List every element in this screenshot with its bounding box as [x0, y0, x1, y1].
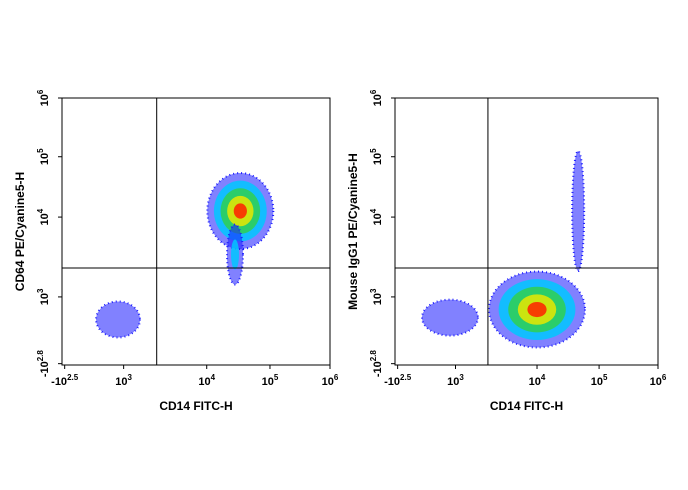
tick-base: 10 — [650, 376, 662, 388]
tick-base: -10 — [372, 361, 384, 377]
y-axis-label: CD64 PE/Cyanine5-H — [13, 172, 27, 291]
tick-base: 10 — [198, 376, 210, 388]
plot-frame — [394, 97, 659, 366]
density-level — [233, 203, 247, 219]
tick-base: -10 — [384, 376, 400, 388]
tick-exponent: 3 — [369, 288, 378, 293]
tick-base: -10 — [39, 361, 51, 377]
tick-label: 105 — [262, 373, 279, 388]
tick-exponent: 5 — [603, 373, 608, 382]
tick-exponent: 5 — [274, 373, 279, 382]
tick-base: 10 — [39, 293, 51, 305]
tick-label: 104 — [36, 208, 51, 225]
tick-label: 104 — [529, 373, 546, 388]
tick-base: -10 — [51, 376, 67, 388]
tick-base: 10 — [529, 376, 541, 388]
tick-label: -102.5 — [384, 373, 412, 388]
tick-label: 106 — [36, 89, 51, 106]
tick-label: 103 — [369, 288, 384, 305]
tick-label: 103 — [36, 288, 51, 305]
tick-label: 106 — [322, 373, 339, 388]
tick-label: 105 — [369, 148, 384, 165]
plot-frame — [61, 97, 331, 366]
tick-exponent: 6 — [369, 89, 378, 94]
tick-label: -102.5 — [51, 373, 79, 388]
tick-exponent: 2.5 — [67, 373, 79, 382]
tick-exponent: 6 — [662, 373, 667, 382]
density-level — [231, 239, 240, 270]
tick-base: 10 — [39, 213, 51, 225]
tick-label: -102.8 — [369, 350, 384, 378]
tick-exponent: 2.5 — [400, 373, 412, 382]
density-level — [95, 300, 142, 339]
density-level — [571, 150, 586, 273]
tick-label: 106 — [650, 373, 667, 388]
tick-base: 10 — [372, 293, 384, 305]
tick-exponent: 3 — [459, 373, 464, 382]
tick-base: 10 — [262, 376, 274, 388]
density-level — [527, 301, 547, 318]
tick-exponent: 4 — [211, 373, 216, 382]
tick-label: 106 — [369, 89, 384, 106]
tick-label: 105 — [591, 373, 608, 388]
tick-exponent: 6 — [334, 373, 339, 382]
tick-exponent: 3 — [36, 288, 45, 293]
tick-exponent: 5 — [369, 148, 378, 153]
tick-exponent: 5 — [36, 148, 45, 153]
tick-base: 10 — [372, 213, 384, 225]
tick-base: 10 — [39, 94, 51, 106]
tick-base: 10 — [322, 376, 334, 388]
x-axis-label: CD14 FITC-H — [159, 399, 232, 413]
tick-exponent: 4 — [369, 208, 378, 213]
tick-base: 10 — [447, 376, 459, 388]
tick-exponent: 3 — [128, 373, 133, 382]
tick-label: 103 — [447, 373, 464, 388]
tick-exponent: 4 — [36, 208, 45, 213]
tick-label: -102.8 — [36, 350, 51, 378]
tick-exponent: 6 — [36, 89, 45, 94]
tick-base: 10 — [372, 94, 384, 106]
tick-label: 104 — [198, 373, 215, 388]
tick-label: 104 — [369, 208, 384, 225]
tick-base: 10 — [591, 376, 603, 388]
tick-exponent: 2.8 — [36, 350, 45, 362]
tick-base: 10 — [372, 153, 384, 165]
tick-base: 10 — [39, 153, 51, 165]
tick-label: 105 — [36, 148, 51, 165]
tick-exponent: 4 — [541, 373, 546, 382]
tick-label: 103 — [115, 373, 132, 388]
tick-base: 10 — [115, 376, 127, 388]
y-axis-label: Mouse IgG1 PE/Cyanine5-H — [346, 153, 360, 310]
density-level — [420, 298, 479, 337]
x-axis-label: CD14 FITC-H — [490, 399, 563, 413]
tick-exponent: 2.8 — [369, 350, 378, 362]
